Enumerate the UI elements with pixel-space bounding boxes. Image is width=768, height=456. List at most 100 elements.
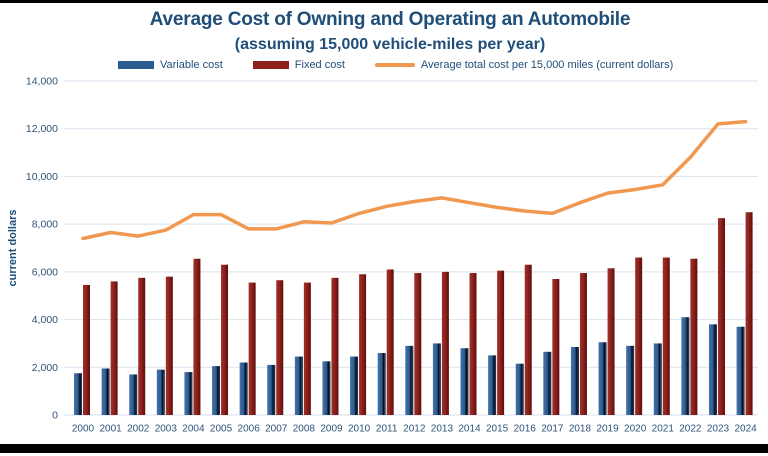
y-tick-label-10000: 10,000 (26, 171, 58, 183)
y-tick-label-14000: 14,000 (26, 76, 58, 88)
bar-variable-2009 (322, 361, 331, 415)
bar-variable-2002 (129, 374, 138, 415)
bar-variable-2018 (570, 347, 579, 415)
x-label-2017: 2017 (541, 424, 564, 435)
bar-fixed-2005 (221, 264, 229, 415)
bar-variable-2012 (405, 345, 414, 415)
x-label-2005: 2005 (210, 424, 233, 435)
average-total-line-swatch-icon (374, 63, 415, 67)
y-tick-label-12000: 12,000 (26, 123, 58, 135)
x-label-2021: 2021 (652, 424, 675, 435)
y-tick-label-2000: 2,000 (32, 362, 58, 374)
x-label-2003: 2003 (155, 424, 178, 435)
x-label-2007: 2007 (265, 424, 288, 435)
legend-label-fixed-cost: Fixed cost (294, 59, 345, 71)
x-label-2001: 2001 (99, 424, 122, 435)
x-label-2012: 2012 (403, 424, 426, 435)
bar-variable-2008 (294, 356, 303, 415)
bar-fixed-2023 (717, 218, 725, 415)
bar-fixed-2019 (607, 268, 615, 415)
legend-item-fixed-cost: Fixed cost (252, 59, 345, 71)
legend-item-average-total: Average total cost per 15,000 miles (cur… (374, 59, 674, 71)
x-label-2013: 2013 (431, 424, 454, 435)
legend-label-variable-cost: Variable cost (160, 59, 223, 71)
bar-fixed-2001 (110, 281, 118, 415)
y-tick-label-0: 0 (52, 410, 58, 422)
bar-variable-2024 (736, 326, 745, 415)
bar-variable-2013 (432, 343, 441, 415)
bar-fixed-2014 (469, 273, 477, 415)
bar-variable-2015 (488, 355, 497, 415)
bar-fixed-2004 (193, 258, 201, 415)
bar-fixed-2022 (690, 258, 698, 415)
chart-legend: Variable cost Fixed cost Average total c… (118, 59, 673, 71)
y-tick-label-4000: 4,000 (32, 314, 58, 326)
bar-fixed-2009 (331, 277, 339, 415)
x-label-2015: 2015 (486, 424, 509, 435)
chart-title: Average Cost of Owning and Operating an … (149, 9, 631, 30)
axis-labels-layer: 0 2,000 4,000 6,000 8,000 10,000 12,000 14,000 2… (26, 76, 757, 435)
bar-fixed-2018 (579, 273, 587, 415)
average-total-cost-line (81, 119, 748, 241)
bar-fixed-2015 (497, 270, 505, 415)
x-label-2010: 2010 (348, 424, 371, 435)
legend-item-variable-cost: Variable cost (118, 59, 223, 71)
bar-fixed-2012 (414, 273, 422, 415)
bar-fixed-2016 (524, 264, 532, 415)
bar-fixed-2011 (386, 269, 394, 415)
bar-variable-2004 (184, 372, 193, 415)
x-label-2009: 2009 (320, 424, 343, 435)
x-label-2006: 2006 (238, 424, 261, 435)
bar-fixed-2013 (441, 271, 449, 415)
bar-variable-2021 (653, 343, 662, 415)
bar-variable-2014 (460, 348, 469, 415)
x-label-2008: 2008 (293, 424, 316, 435)
bar-variable-2000 (74, 373, 82, 415)
bar-fixed-2006 (248, 282, 256, 415)
y-tick-label-8000: 8,000 (32, 219, 58, 231)
bar-variable-2011 (377, 352, 386, 415)
fixed-cost-swatch-icon (252, 61, 289, 69)
legend-label-average-total: Average total cost per 15,000 miles (cur… (420, 59, 674, 71)
x-label-2014: 2014 (458, 424, 481, 435)
bars-layer (74, 212, 753, 415)
bar-fixed-2008 (303, 282, 311, 415)
bar-fixed-2002 (138, 277, 146, 415)
bottom-border-bar (0, 444, 768, 453)
bar-fixed-2000 (83, 284, 90, 415)
bar-fixed-2007 (276, 280, 284, 415)
bar-fixed-2020 (635, 257, 643, 415)
x-label-2024: 2024 (734, 424, 757, 435)
bar-variable-2006 (239, 362, 248, 415)
x-label-2004: 2004 (182, 424, 205, 435)
x-label-2002: 2002 (127, 424, 150, 435)
bar-variable-2010 (350, 356, 359, 415)
bar-fixed-2024 (745, 212, 753, 415)
bar-variable-2019 (598, 342, 607, 415)
bar-variable-2001 (101, 368, 110, 415)
chart-subtitle: (assuming 15,000 vehicle-miles per year) (234, 36, 546, 53)
x-label-2011: 2011 (376, 424, 398, 435)
variable-cost-swatch-icon (118, 61, 154, 69)
y-tick-label-6000: 6,000 (32, 266, 58, 278)
x-label-2018: 2018 (569, 424, 592, 435)
bar-variable-2007 (267, 364, 276, 415)
bar-variable-2003 (156, 369, 165, 415)
x-label-2022: 2022 (679, 424, 702, 435)
x-label-2020: 2020 (624, 424, 647, 435)
total-cost-line-layer (81, 119, 748, 241)
bar-fixed-2010 (359, 274, 367, 415)
bar-variable-2022 (681, 317, 690, 415)
top-border-bar (0, 0, 768, 3)
bar-variable-2023 (708, 324, 717, 415)
bar-variable-2016 (515, 363, 524, 415)
bar-fixed-2003 (165, 276, 173, 415)
bar-variable-2005 (212, 366, 221, 415)
x-label-2000: 2000 (72, 424, 95, 435)
x-label-2023: 2023 (707, 424, 730, 435)
bar-variable-2020 (626, 345, 635, 415)
x-label-2019: 2019 (596, 424, 619, 435)
bar-fixed-2021 (662, 257, 670, 415)
